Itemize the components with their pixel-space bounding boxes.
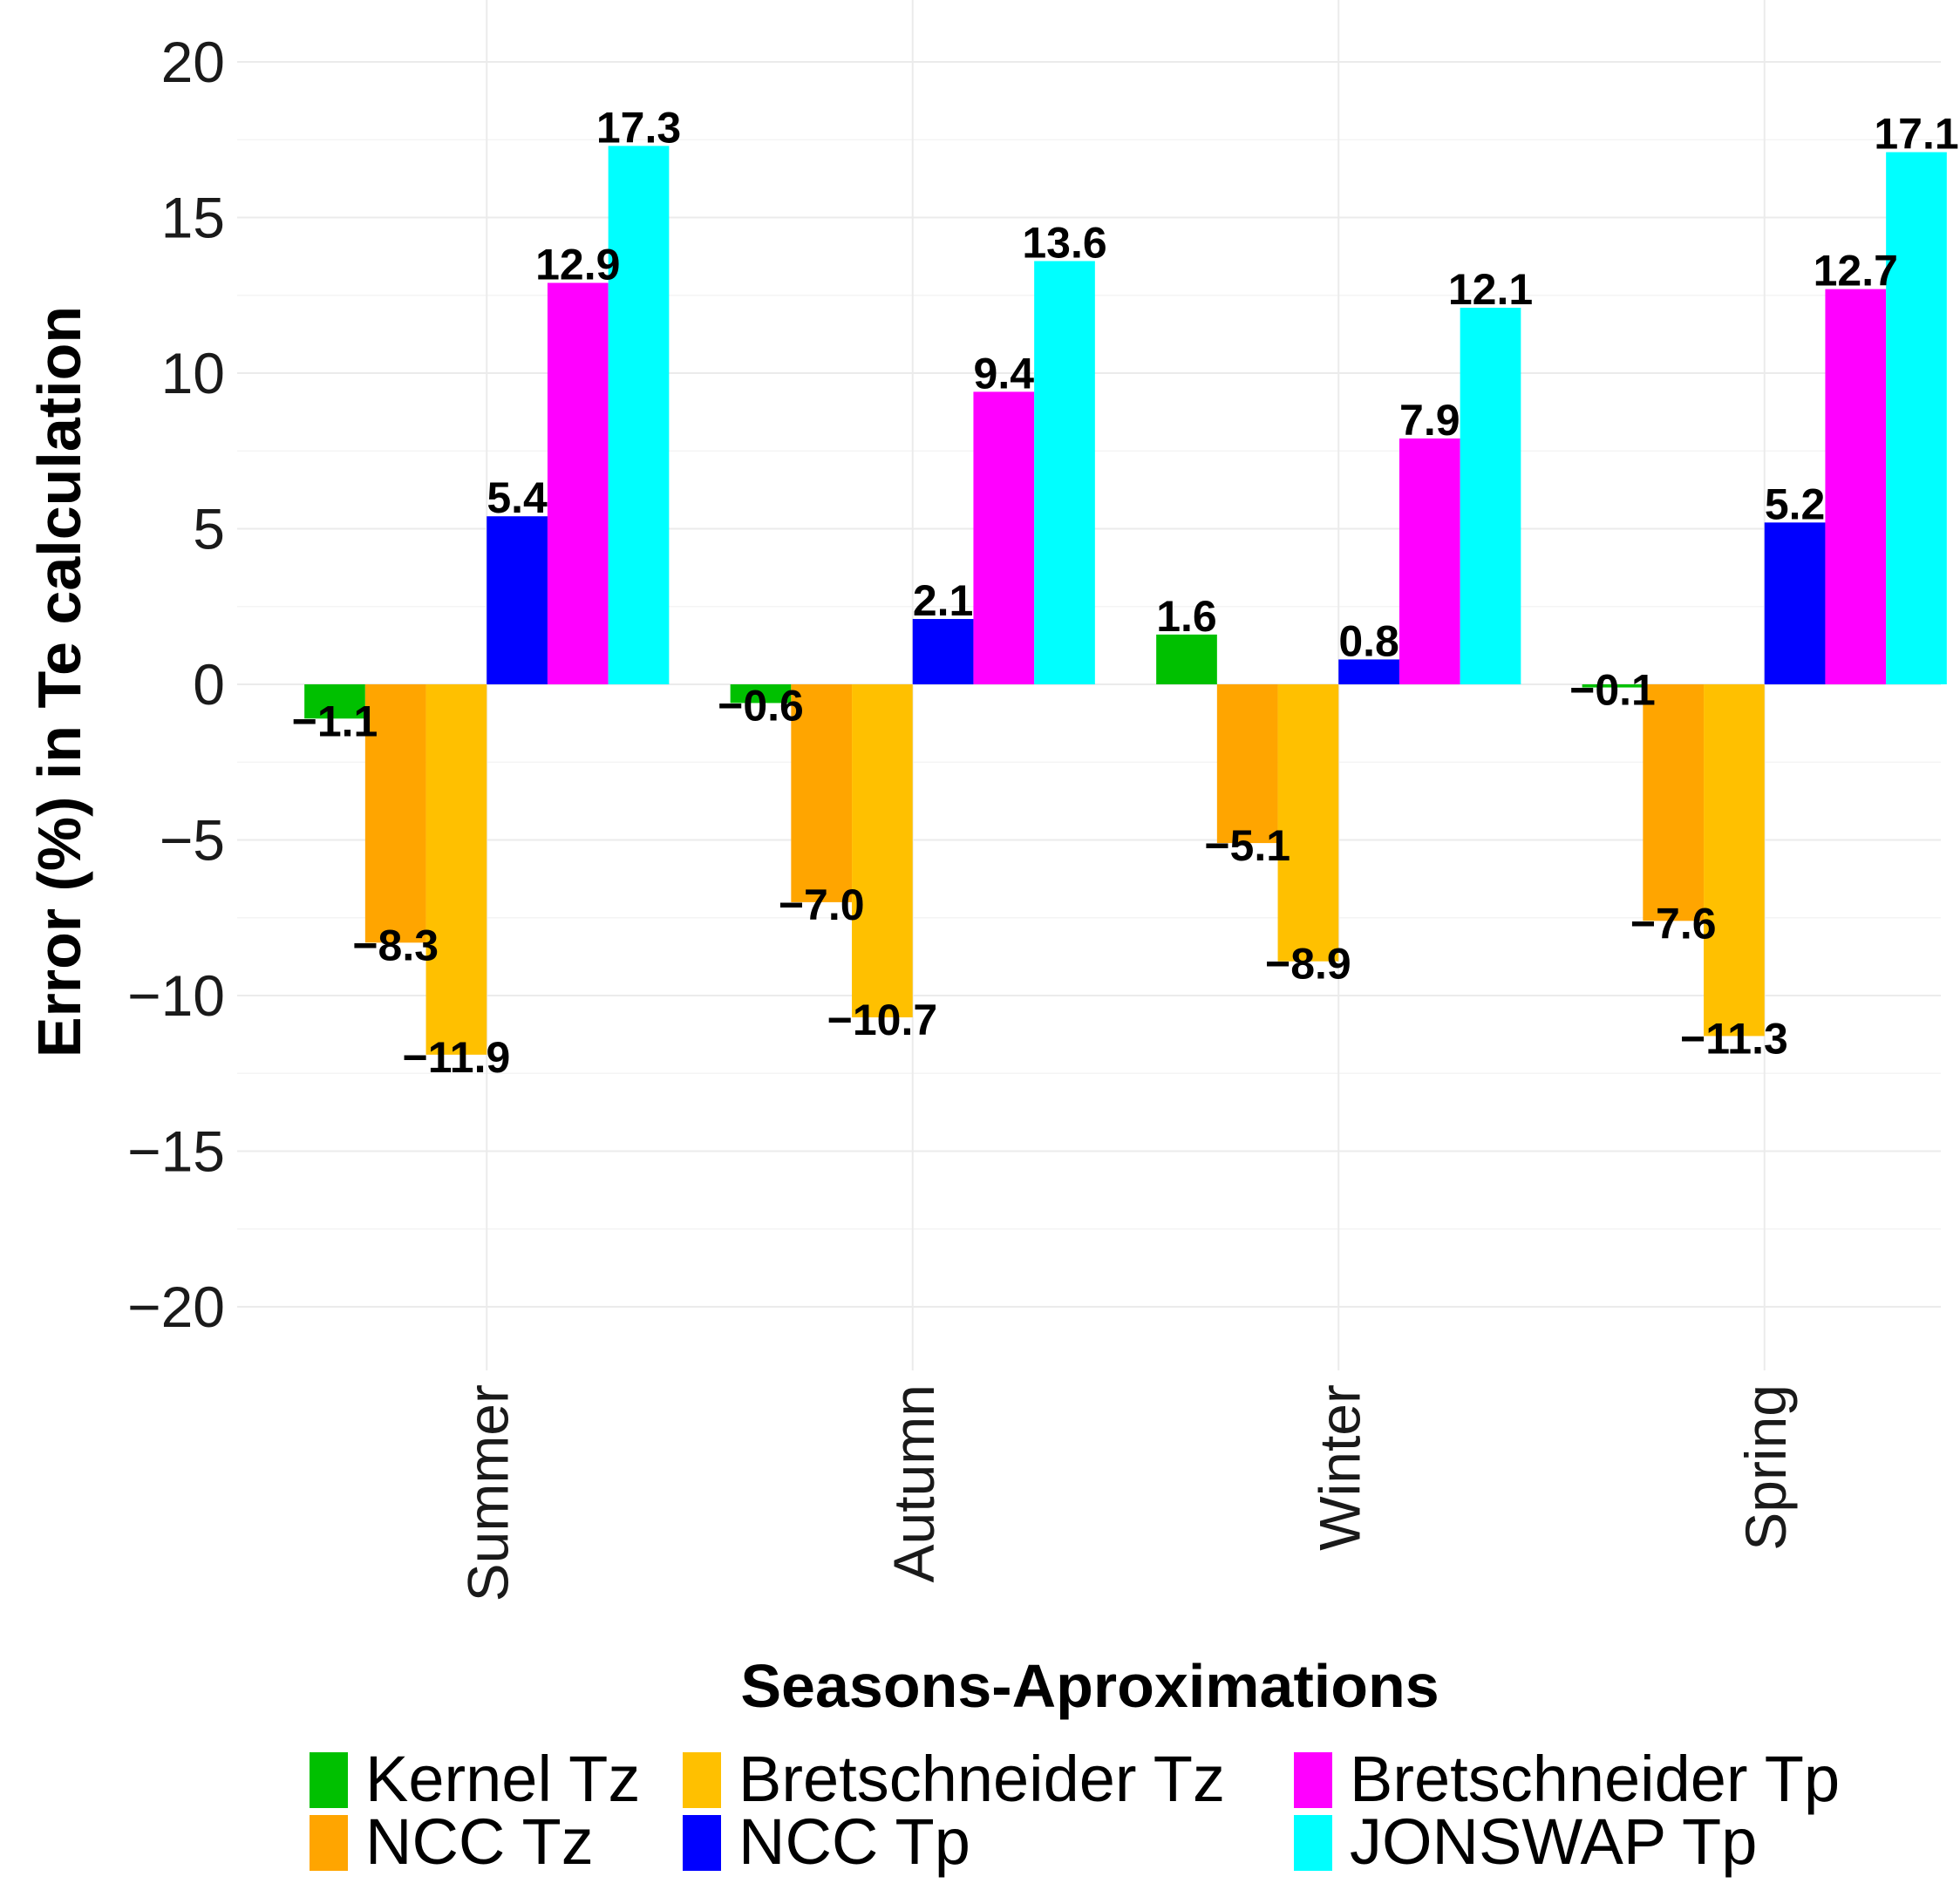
data-label: −1.1 (292, 697, 378, 745)
bar (1825, 289, 1887, 684)
data-label: 12.1 (1448, 265, 1533, 314)
data-label: −0.6 (718, 681, 804, 730)
y-tick-label: 10 (161, 341, 225, 405)
legend-label: NCC Tz (365, 1805, 594, 1878)
bar (304, 684, 365, 719)
data-label: −7.0 (779, 880, 865, 929)
y-tick-label: −5 (160, 808, 225, 873)
x-axis-title: Seasons-Aproximations (740, 1652, 1439, 1720)
bar (608, 146, 670, 684)
data-label: −10.7 (827, 996, 938, 1044)
legend-swatch (683, 1752, 721, 1808)
y-tick-label: 5 (193, 497, 225, 561)
legend-swatch (1294, 1815, 1332, 1871)
legend-swatch (310, 1752, 348, 1808)
x-tick-label: Winter (1307, 1384, 1371, 1551)
bar (912, 619, 974, 684)
data-label: −11.3 (1680, 1014, 1788, 1063)
bar (487, 516, 548, 684)
bar (1216, 684, 1278, 844)
y-tick-label: 0 (193, 652, 225, 717)
legend-swatch (310, 1815, 348, 1871)
data-label: 12.7 (1814, 247, 1898, 296)
data-label: 17.1 (1874, 110, 1958, 159)
x-tick-label: Summer (455, 1384, 520, 1601)
bar (1034, 261, 1095, 684)
data-label: −11.9 (403, 1033, 511, 1082)
data-label: 13.6 (1022, 218, 1106, 267)
bar (1764, 522, 1826, 684)
y-axis-title: Error (%) in Te calculation (25, 306, 93, 1057)
data-label: −8.9 (1265, 940, 1351, 989)
legend-swatch (1294, 1752, 1332, 1808)
bar (547, 282, 609, 684)
legend-label: Bretschneider Tz (738, 1743, 1225, 1815)
data-label: −5.1 (1204, 821, 1290, 870)
x-axis-ticks: Summer Autumn Winter Spring (455, 1384, 1798, 1601)
bar (1277, 684, 1339, 962)
bar (1886, 152, 1947, 684)
legend-swatch (683, 1815, 721, 1871)
legend-label: Kernel Tz (365, 1743, 640, 1815)
legend-label: NCC Tp (738, 1805, 970, 1878)
bar (730, 684, 792, 704)
data-label: 12.9 (535, 240, 620, 289)
y-tick-label: −20 (127, 1275, 225, 1339)
data-label: 7.9 (1399, 396, 1460, 445)
y-axis-ticks: 20 15 10 5 0 −5 −10 −15 −20 (127, 30, 225, 1339)
y-tick-label: 20 (161, 30, 225, 94)
data-label: 1.6 (1156, 592, 1217, 641)
data-label: 0.8 (1338, 616, 1399, 665)
bar (973, 391, 1035, 684)
y-tick-label: −10 (127, 963, 225, 1028)
bar (1704, 684, 1765, 1037)
data-labels: −1.1 −0.6 1.6 −0.1 −8.3 −7.0 −5.1 −7.6 −11.9 −10.… (292, 103, 1959, 1081)
x-tick-label: Spring (1733, 1384, 1798, 1551)
bar (1460, 308, 1521, 684)
legend-label: Bretschneider Tp (1350, 1743, 1840, 1815)
bar (1399, 438, 1460, 684)
bar (1582, 684, 1644, 688)
bar (852, 684, 913, 1017)
data-label: 9.4 (974, 349, 1035, 398)
data-label: 5.4 (487, 473, 548, 522)
data-label: 5.2 (1765, 479, 1826, 528)
legend: Kernel Tz Bretschneider Tz Bretschneider T… (310, 1743, 1840, 1878)
bar (1643, 684, 1705, 921)
data-label: −7.6 (1630, 899, 1717, 948)
bar (364, 684, 426, 943)
data-label: 17.3 (596, 103, 681, 152)
data-label: 2.1 (913, 576, 974, 625)
bars (304, 146, 1947, 1055)
bar (1156, 634, 1217, 684)
x-tick-label: Autumn (881, 1384, 946, 1582)
bar (1338, 659, 1399, 684)
y-tick-label: −15 (127, 1119, 225, 1184)
bar (791, 684, 853, 902)
data-label: −8.3 (352, 921, 439, 969)
y-tick-label: 15 (161, 186, 225, 250)
data-label: −0.1 (1569, 666, 1656, 715)
legend-label: JONSWAP Tp (1350, 1805, 1757, 1878)
bar (425, 684, 487, 1055)
